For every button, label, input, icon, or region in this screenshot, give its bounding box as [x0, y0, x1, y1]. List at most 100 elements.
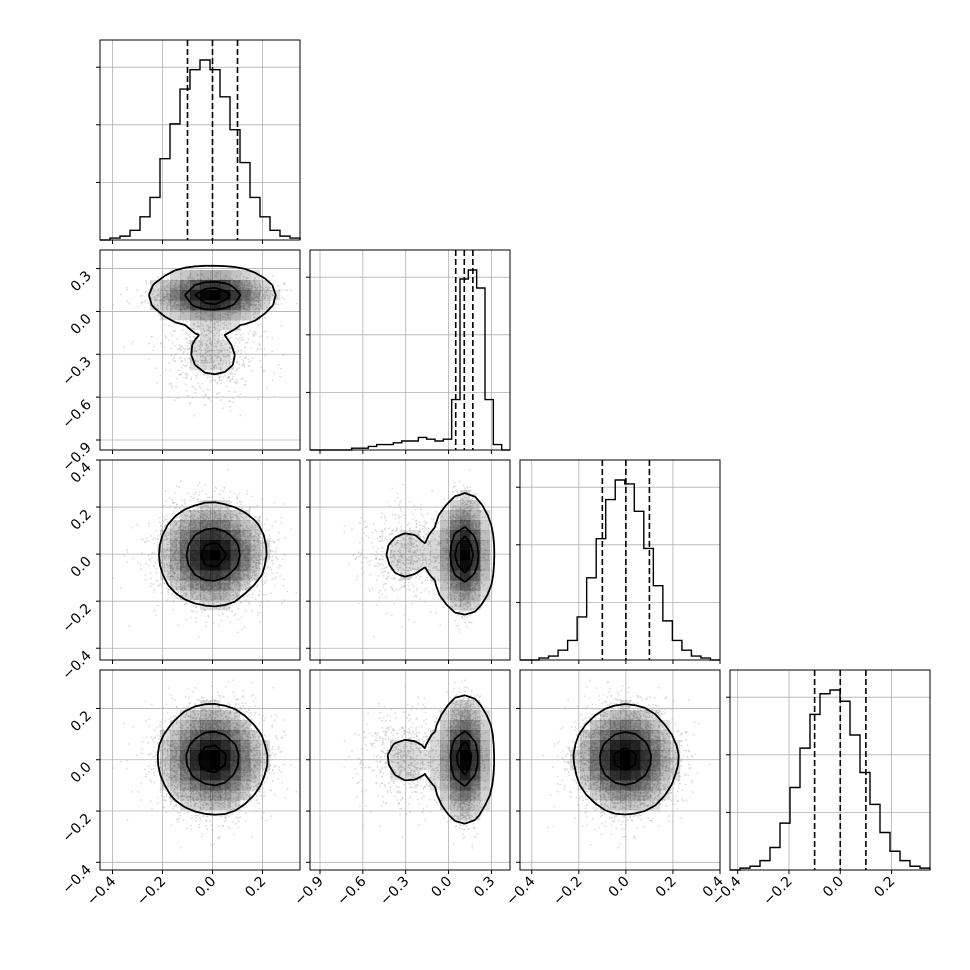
sample-point — [274, 307, 276, 309]
sample-point — [125, 286, 128, 289]
sample-point — [277, 303, 280, 306]
sample-point — [233, 391, 236, 393]
sample-point — [147, 565, 150, 567]
sample-point — [181, 360, 184, 362]
sample-point — [264, 354, 267, 357]
sample-point — [219, 382, 222, 385]
sample-point — [157, 534, 160, 537]
sample-point — [156, 559, 159, 561]
sample-point — [273, 395, 276, 398]
density-cell — [260, 290, 271, 301]
sample-point — [250, 495, 253, 498]
sample-point — [247, 365, 250, 367]
density-cell — [250, 280, 261, 291]
sample-point — [224, 374, 226, 377]
sample-point — [276, 310, 279, 313]
sample-point — [202, 389, 205, 392]
density-cell — [190, 320, 201, 331]
sample-point — [206, 329, 209, 332]
sample-point — [221, 395, 224, 398]
sample-point — [249, 330, 252, 333]
sample-point — [215, 371, 218, 373]
sample-point — [176, 397, 179, 400]
sample-point — [202, 397, 205, 400]
sample-point — [147, 358, 150, 360]
sample-point — [149, 572, 152, 575]
sample-point — [271, 379, 274, 382]
sample-point — [163, 504, 165, 507]
sample-point — [239, 339, 242, 341]
sample-point — [168, 369, 171, 372]
y-tick-label: −0.6 — [59, 397, 94, 432]
sample-point — [165, 336, 168, 339]
sample-point — [224, 324, 227, 326]
sample-point — [173, 399, 176, 401]
sample-point — [228, 375, 230, 378]
sample-point — [184, 502, 187, 505]
sample-point — [126, 300, 129, 303]
sample-point — [254, 291, 257, 294]
sample-point — [231, 372, 234, 375]
sample-point — [182, 364, 185, 366]
sample-point — [237, 395, 240, 397]
sample-point — [205, 393, 207, 396]
density-cell — [210, 360, 221, 371]
density-cell — [210, 320, 221, 331]
sample-point — [284, 289, 287, 291]
sample-point — [204, 403, 207, 406]
density-cell — [240, 310, 251, 321]
sample-point — [184, 348, 187, 350]
sample-point — [159, 374, 162, 376]
sample-point — [266, 336, 269, 339]
sample-point — [136, 289, 139, 292]
sample-point — [281, 296, 284, 299]
sample-point — [201, 382, 204, 385]
sample-point — [207, 345, 210, 348]
sample-point — [229, 337, 232, 339]
sample-point — [236, 346, 239, 349]
sample-point — [271, 350, 274, 353]
sample-point — [171, 593, 173, 595]
sample-point — [278, 364, 280, 366]
sample-point — [145, 280, 147, 282]
density-cell — [250, 290, 261, 301]
sample-point — [161, 345, 164, 348]
sample-point — [165, 586, 168, 589]
sample-point — [164, 368, 167, 371]
density-cell — [220, 320, 231, 331]
sample-point — [245, 353, 248, 355]
sample-point — [229, 409, 232, 412]
sample-point — [286, 289, 289, 291]
sample-point — [218, 624, 221, 627]
sample-point — [157, 276, 159, 278]
sample-point — [219, 370, 222, 372]
density-cell — [180, 280, 191, 291]
sample-point — [150, 335, 153, 338]
sample-point — [182, 320, 185, 323]
sample-point — [236, 378, 239, 381]
sample-point — [174, 330, 176, 333]
sample-point — [184, 359, 187, 362]
sample-point — [232, 401, 235, 404]
sample-point — [195, 621, 198, 624]
sample-point — [163, 324, 166, 326]
sample-point — [260, 278, 263, 281]
density-cell — [230, 310, 241, 321]
sample-point — [239, 414, 242, 417]
sample-point — [271, 336, 274, 339]
sample-point — [130, 342, 133, 345]
sample-point — [247, 332, 250, 335]
sample-point — [237, 339, 240, 342]
sample-point — [246, 490, 249, 492]
sample-point — [228, 400, 231, 403]
sample-point — [173, 345, 176, 347]
sample-point — [260, 498, 263, 501]
sample-point — [186, 321, 189, 323]
sample-point — [182, 347, 185, 350]
sample-point — [147, 302, 150, 304]
density-cell — [170, 290, 181, 301]
sample-point — [250, 359, 252, 362]
sample-point — [197, 382, 200, 385]
density-cell — [200, 340, 211, 351]
